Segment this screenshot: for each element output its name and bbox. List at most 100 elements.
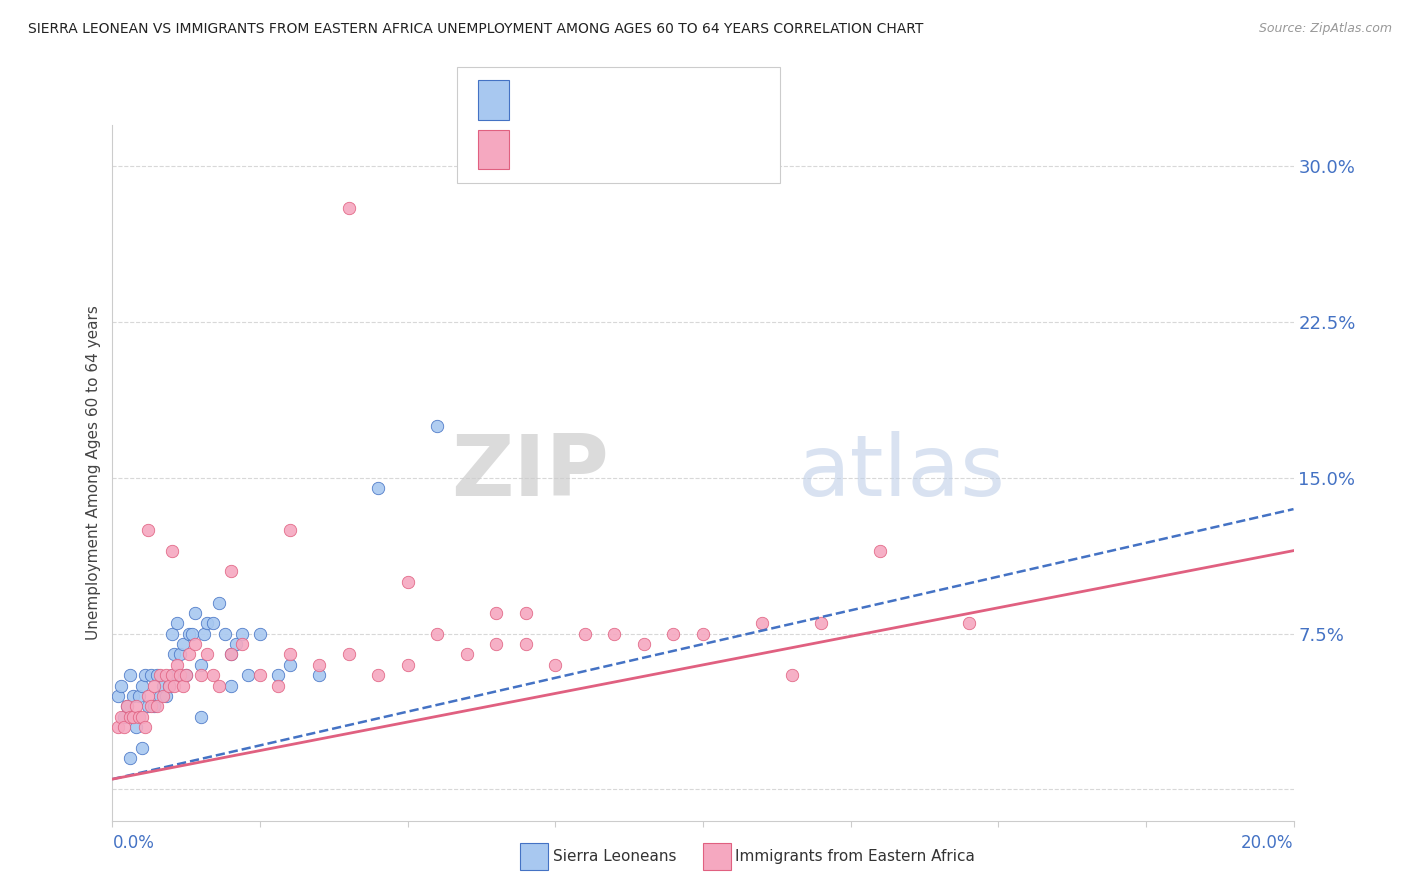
Point — [136, 699, 159, 714]
Point — [166, 657, 188, 672]
Point — [149, 689, 172, 703]
Point — [485, 637, 508, 651]
Point — [751, 616, 773, 631]
Text: 20.0%: 20.0% — [1241, 834, 1294, 852]
Point — [134, 668, 156, 682]
Point — [208, 679, 231, 693]
Point — [308, 657, 330, 672]
Point — [184, 606, 207, 620]
Point — [633, 637, 655, 651]
Point — [249, 668, 271, 682]
Point — [957, 616, 980, 631]
Point — [122, 710, 145, 724]
Point — [110, 710, 132, 724]
Point — [249, 626, 271, 640]
Point — [544, 657, 567, 672]
Point — [163, 648, 186, 662]
Point — [810, 616, 832, 631]
Point — [152, 689, 174, 703]
Point — [267, 668, 290, 682]
Text: R = 0.221: R = 0.221 — [520, 129, 610, 147]
Point — [120, 751, 142, 765]
Point — [131, 710, 153, 724]
Point — [160, 668, 183, 682]
Point — [267, 679, 290, 693]
Point — [163, 679, 186, 693]
Point — [214, 626, 236, 640]
Point — [146, 699, 169, 714]
Point — [139, 668, 162, 682]
Text: Immigrants from Eastern Africa: Immigrants from Eastern Africa — [735, 849, 976, 863]
Point — [195, 616, 218, 631]
Point — [184, 637, 207, 651]
Text: R = 0.106: R = 0.106 — [520, 85, 610, 103]
Point — [174, 668, 197, 682]
Point — [160, 543, 183, 558]
Point — [225, 637, 247, 651]
Point — [337, 201, 360, 215]
Point — [110, 679, 132, 693]
Point — [139, 699, 162, 714]
Point — [662, 626, 685, 640]
Point — [120, 710, 142, 724]
Point — [190, 668, 212, 682]
Point — [515, 637, 537, 651]
Point — [231, 626, 253, 640]
Point — [278, 657, 301, 672]
Point — [195, 648, 218, 662]
Point — [396, 574, 419, 589]
Point — [219, 648, 242, 662]
Point — [208, 596, 231, 610]
Point — [112, 720, 135, 734]
Point — [128, 689, 150, 703]
Point — [278, 523, 301, 537]
Point — [166, 668, 188, 682]
Point — [869, 543, 891, 558]
Point — [107, 720, 129, 734]
Point — [169, 648, 191, 662]
Point — [426, 626, 449, 640]
Point — [174, 668, 197, 682]
Point — [112, 710, 135, 724]
Point — [456, 648, 478, 662]
Point — [117, 699, 138, 714]
Text: Source: ZipAtlas.com: Source: ZipAtlas.com — [1258, 22, 1392, 36]
Point — [155, 689, 177, 703]
Point — [136, 523, 159, 537]
Point — [485, 606, 508, 620]
Point — [125, 699, 148, 714]
Point — [179, 648, 201, 662]
Point — [169, 668, 191, 682]
Point — [337, 648, 360, 662]
Point — [692, 626, 714, 640]
Point — [396, 657, 419, 672]
Point — [515, 606, 537, 620]
Point — [193, 626, 215, 640]
Point — [152, 679, 174, 693]
Point — [190, 710, 212, 724]
Point — [574, 626, 596, 640]
Text: SIERRA LEONEAN VS IMMIGRANTS FROM EASTERN AFRICA UNEMPLOYMENT AMONG AGES 60 TO 6: SIERRA LEONEAN VS IMMIGRANTS FROM EASTER… — [28, 22, 924, 37]
Text: N = 62: N = 62 — [628, 129, 692, 147]
Text: Sierra Leoneans: Sierra Leoneans — [553, 849, 676, 863]
Y-axis label: Unemployment Among Ages 60 to 64 years: Unemployment Among Ages 60 to 64 years — [86, 305, 101, 640]
Text: ZIP: ZIP — [451, 431, 609, 515]
Point — [122, 689, 145, 703]
Text: 0.0%: 0.0% — [112, 834, 155, 852]
Point — [278, 648, 301, 662]
Point — [367, 668, 389, 682]
Point — [201, 668, 224, 682]
Point — [120, 668, 142, 682]
Point — [780, 668, 803, 682]
Point — [190, 657, 212, 672]
Point — [179, 626, 201, 640]
Point — [117, 699, 138, 714]
Point — [146, 668, 169, 682]
Point — [172, 679, 194, 693]
Point — [149, 668, 172, 682]
Point — [128, 710, 150, 724]
Point — [166, 616, 188, 631]
Point — [238, 668, 260, 682]
Point — [201, 616, 224, 631]
Point — [219, 648, 242, 662]
